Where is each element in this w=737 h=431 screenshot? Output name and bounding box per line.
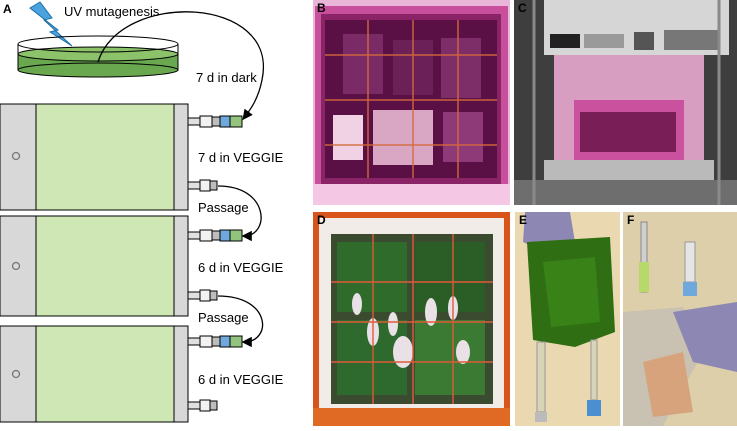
panel-c-photo: C: [514, 0, 737, 205]
step-6d-veggie-2: 6 d in VEGGIE: [198, 372, 284, 387]
panel-label-d: D: [317, 213, 326, 227]
culture-bag-2: [0, 215, 243, 317]
panel-label-f: F: [627, 213, 635, 227]
culture-bag-1: [0, 103, 243, 211]
panel-e-photo: E: [515, 212, 620, 426]
panel-label-c: C: [518, 1, 527, 15]
step-7d-dark: 7 d in dark: [196, 70, 257, 85]
step-7d-veggie: 7 d in VEGGIE: [198, 150, 284, 165]
panel-a-diagram: A UV mutagenesis 7 d in dark: [0, 0, 310, 426]
culture-bag-3: [0, 325, 243, 423]
workflow-diagram: A UV mutagenesis 7 d in dark: [0, 1, 284, 423]
panel-label-a: A: [3, 2, 12, 16]
uv-mutagenesis-label: UV mutagenesis: [64, 4, 160, 19]
panel-b-photo: B: [313, 0, 510, 205]
petri-dish: [17, 35, 179, 78]
passage-label-2: Passage: [198, 310, 249, 325]
passage-arrow-2: [217, 295, 264, 348]
panel-d-photo: D: [313, 212, 510, 426]
lightning-bolt-icon: [29, 1, 73, 47]
panel-label-b: B: [317, 1, 326, 15]
passage-arrow-1: [217, 185, 262, 242]
panel-f-photo: F: [623, 212, 737, 426]
step-6d-veggie-1: 6 d in VEGGIE: [198, 260, 284, 275]
passage-label-1: Passage: [198, 200, 249, 215]
transfer-arrow: [97, 11, 265, 121]
panel-label-e: E: [519, 213, 528, 227]
